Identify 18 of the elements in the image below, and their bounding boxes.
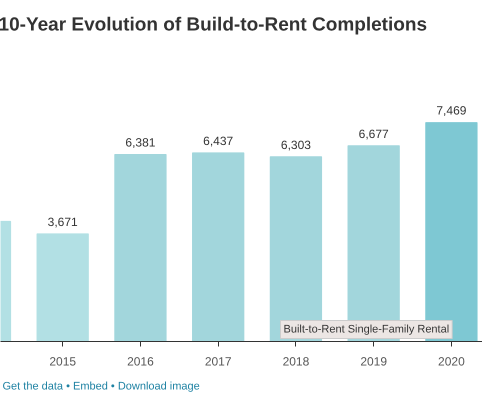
- annotation: Built-to-Rent Single-Family Rental: [284, 324, 450, 336]
- bar: [36, 233, 89, 342]
- data-label: 6,677: [358, 126, 389, 141]
- x-tick-label: 2016: [127, 354, 154, 368]
- text: Get the data • Embed • Download image: [2, 380, 200, 392]
- data-label: 7,469: [436, 104, 467, 118]
- x-tick-label: 2018: [282, 354, 310, 368]
- x-tick-label: 2020: [438, 354, 466, 368]
- x-tick-label: 2015: [49, 354, 76, 368]
- data-label: 6,437: [203, 134, 234, 148]
- data-label: 6,381: [125, 135, 156, 150]
- bar: [114, 154, 167, 342]
- data-label: 3,671: [48, 214, 78, 229]
- bar: [192, 152, 244, 342]
- chart-title: 10-Year Evolution of Build-to-Rent Completions: [0, 14, 428, 36]
- x-tick-label: 2019: [360, 354, 388, 368]
- x-tick-label: 2017: [204, 354, 232, 368]
- data-label: 6,303: [280, 138, 312, 152]
